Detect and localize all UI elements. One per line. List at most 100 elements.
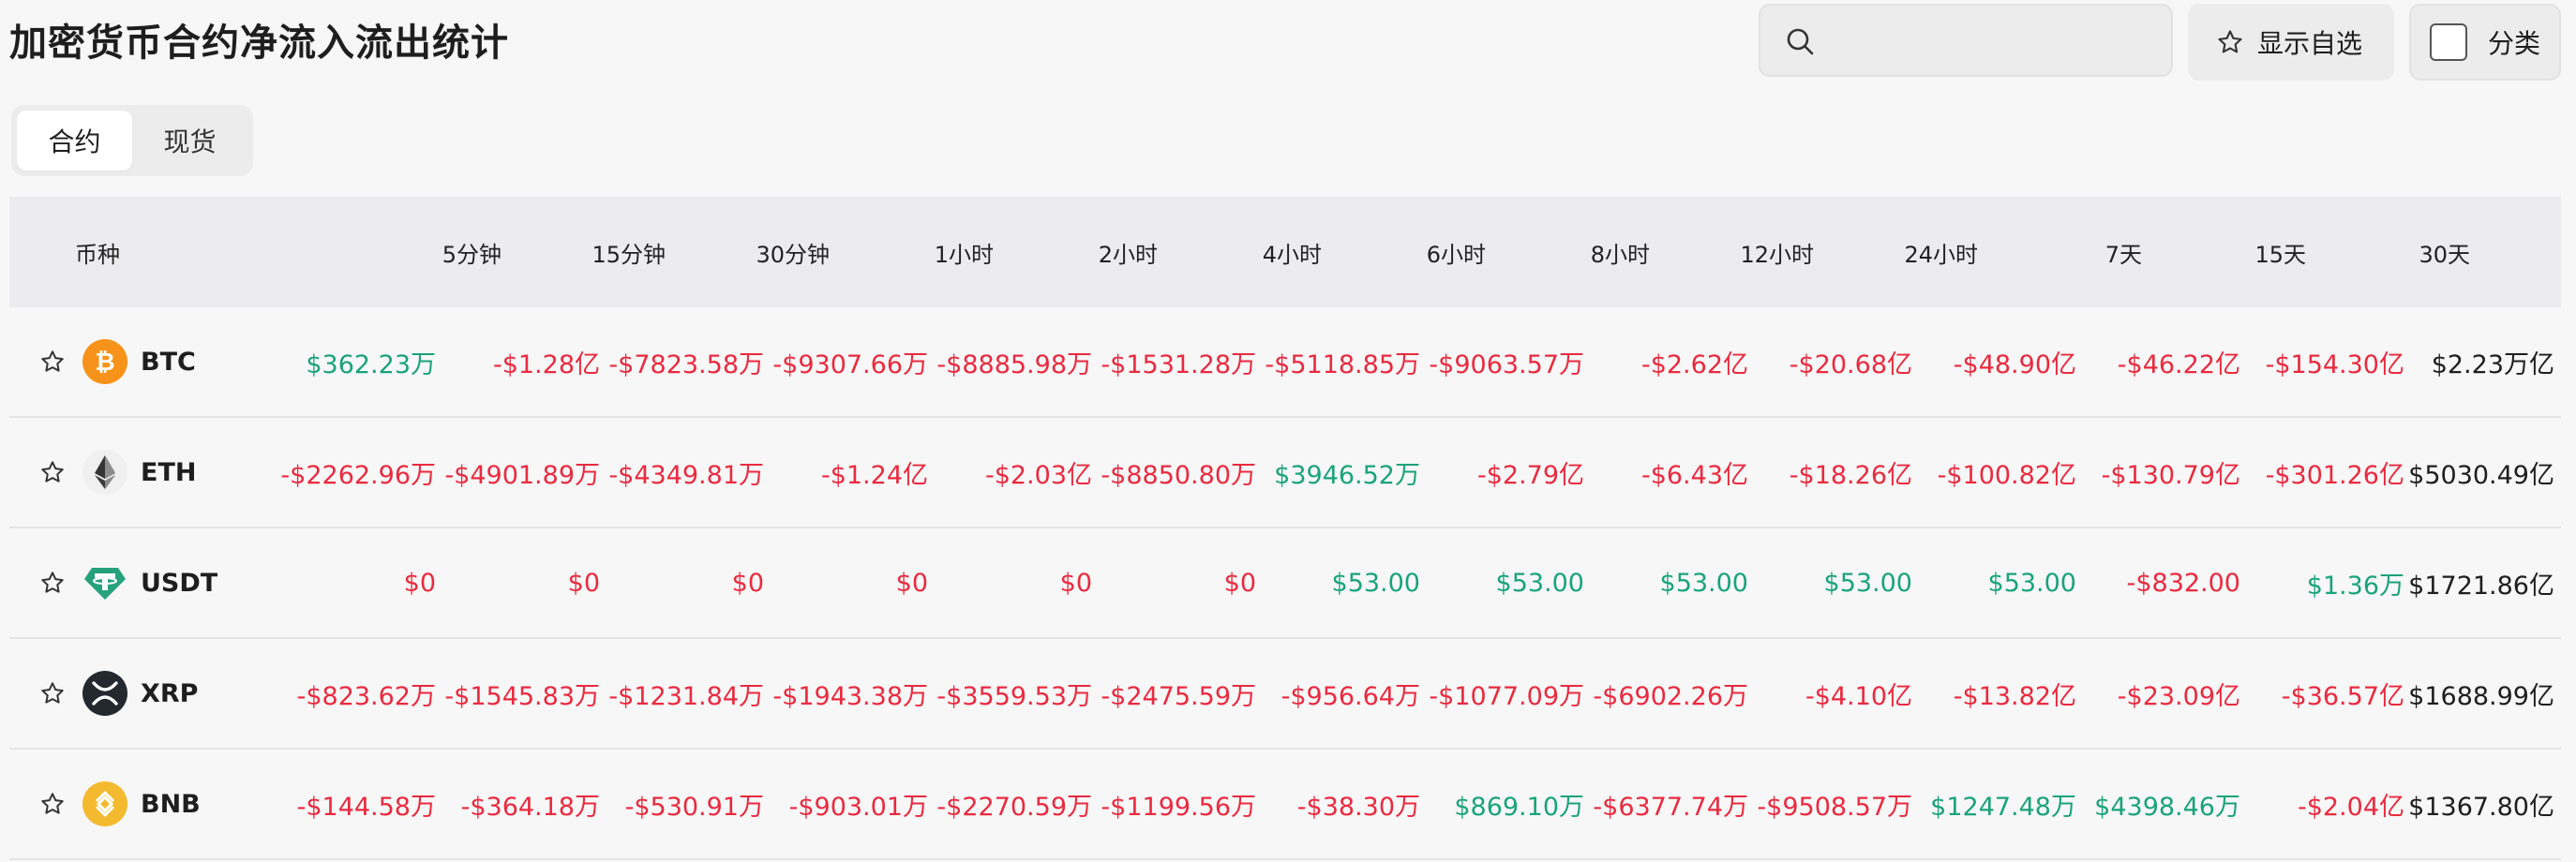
category-checkbox[interactable]: [2430, 23, 2467, 61]
netflow-value: -$5118.85万: [1265, 349, 1420, 379]
table-row[interactable]: BNB -$144.58万 -$364.18万 -$530.91万 -$903.01万 -…: [9, 750, 2561, 860]
column-header-15m[interactable]: 15分钟: [592, 241, 666, 268]
netflow-value: -$823.62万: [296, 681, 436, 711]
column-header-8h[interactable]: 8小时: [1590, 241, 1650, 268]
favorite-star-icon[interactable]: [39, 349, 66, 375]
table-body: ₿ BTC $362.23万 -$1.28亿 -$7823.58万 -$9307.66万 -…: [9, 307, 2561, 860]
coin-symbol[interactable]: XRP: [141, 678, 199, 708]
netflow-value: $53.00: [1659, 568, 1748, 598]
netflow-value: $53.00: [1331, 568, 1420, 598]
bitcoin-icon: ₿: [82, 339, 127, 384]
netflow-value: $0: [567, 568, 600, 598]
coin-symbol[interactable]: ETH: [141, 457, 197, 487]
netflow-value: -$2475.59万: [1101, 681, 1256, 711]
netflow-value: -$100.82亿: [1937, 460, 2076, 490]
netflow-value: $0: [895, 568, 928, 598]
netflow-value: -$364.18万: [460, 792, 600, 822]
netflow-value: -$1943.38万: [772, 681, 928, 711]
netflow-value: -$23.09亿: [2117, 681, 2240, 711]
market-cap-value: $1367.80亿: [2408, 792, 2554, 822]
netflow-value: $0: [403, 568, 436, 598]
coin-cell: ₿ BTC: [9, 339, 272, 384]
netflow-value: -$2.62亿: [1640, 349, 1748, 379]
column-header-7d[interactable]: 7天: [2104, 241, 2142, 268]
xrp-icon: [82, 671, 127, 716]
netflow-value: $53.00: [1987, 568, 2076, 598]
ethereum-icon: [82, 450, 127, 495]
table-row[interactable]: USDT $0 $0 $0 $0 $0 $0 $53.00 $53.00 $53.00 $53.00…: [9, 528, 2561, 639]
svg-text:₿: ₿: [95, 349, 114, 377]
netflow-value: -$1199.56万: [1101, 792, 1256, 822]
column-header-1h[interactable]: 1小时: [934, 241, 994, 268]
netflow-value: $1247.48万: [1930, 792, 2076, 822]
column-header-12h[interactable]: 12小时: [1740, 241, 1814, 268]
table-row[interactable]: ₿ BTC $362.23万 -$1.28亿 -$7823.58万 -$9307.66万 -…: [9, 307, 2561, 418]
search-input[interactable]: [1759, 4, 2173, 77]
netflow-table: 币种 5分钟 15分钟 30分钟 1小时 2小时 4小时 6小时 8小时 12小…: [9, 197, 2576, 860]
column-header-market-cap[interactable]: 市值: [2470, 236, 2576, 269]
favorite-star-icon[interactable]: [39, 570, 66, 596]
netflow-value: -$8850.80万: [1101, 460, 1256, 490]
column-header-coin[interactable]: 币种: [75, 241, 120, 268]
netflow-value: -$832.00: [2126, 568, 2240, 598]
netflow-value: -$2262.96万: [280, 460, 436, 490]
column-header-4h[interactable]: 4小时: [1262, 241, 1322, 268]
netflow-value: $3946.52万: [1274, 460, 1420, 490]
netflow-value: -$144.58万: [296, 792, 436, 822]
column-header-15d[interactable]: 15天: [2254, 241, 2306, 268]
netflow-value: -$4901.89万: [444, 460, 600, 490]
market-cap-value: $1721.86亿: [2408, 571, 2554, 601]
netflow-value: -$4.10亿: [1805, 681, 1912, 711]
netflow-value: -$3559.53万: [936, 681, 1092, 711]
column-header-24h[interactable]: 24小时: [1904, 241, 1978, 268]
table-row[interactable]: XRP -$823.62万 -$1545.83万 -$1231.84万 -$1943.3…: [9, 639, 2561, 750]
category-toggle[interactable]: 分类: [2409, 4, 2561, 81]
tab-contract[interactable]: 合约: [17, 111, 132, 171]
column-header-5m[interactable]: 5分钟: [442, 241, 502, 268]
netflow-value: $4398.46万: [2094, 792, 2240, 822]
favorite-star-icon[interactable]: [39, 791, 66, 817]
netflow-value: -$530.91万: [624, 792, 764, 822]
show-favorites-button[interactable]: 显示自选: [2188, 4, 2394, 81]
column-header-30m[interactable]: 30分钟: [756, 241, 830, 268]
coin-cell: BNB: [9, 781, 272, 826]
favorite-star-icon[interactable]: [39, 459, 66, 485]
market-cap-value: $5030.49亿: [2408, 460, 2554, 490]
market-cap-value: $1688.99亿: [2408, 681, 2554, 711]
netflow-value: -$38.30万: [1296, 792, 1420, 822]
coin-cell: ETH: [9, 450, 272, 495]
netflow-value: $0: [1223, 568, 1256, 598]
tether-icon: [82, 560, 127, 605]
netflow-value: -$2.79亿: [1476, 460, 1584, 490]
netflow-value: -$7823.58万: [608, 349, 764, 379]
coin-symbol[interactable]: BTC: [141, 347, 196, 377]
favorite-star-icon[interactable]: [39, 680, 66, 706]
netflow-value: $869.10万: [1454, 792, 1584, 822]
bnb-icon: [82, 781, 127, 826]
coin-symbol[interactable]: BNB: [141, 789, 201, 819]
netflow-value: -$2270.59万: [936, 792, 1092, 822]
netflow-value: $1.36万: [2306, 571, 2404, 601]
netflow-value: -$46.22亿: [2117, 349, 2240, 379]
page-title: 加密货币合约净流入流出统计: [9, 22, 509, 65]
coin-cell: XRP: [9, 671, 272, 716]
netflow-value: -$154.30亿: [2265, 349, 2404, 379]
netflow-value: -$2.03亿: [984, 460, 1092, 490]
tab-spot[interactable]: 现货: [163, 126, 217, 157]
netflow-value: $362.23万: [306, 349, 436, 379]
netflow-value: -$9063.57万: [1429, 349, 1584, 379]
column-header-2h[interactable]: 2小时: [1098, 241, 1158, 268]
column-header-30d[interactable]: 30天: [2419, 241, 2470, 268]
table-row[interactable]: ETH -$2262.96万 -$4901.89万 -$4349.81万 -$1.24亿…: [9, 418, 2561, 528]
netflow-value: -$36.57亿: [2281, 681, 2404, 711]
market-type-tabs: 合约 现货: [11, 105, 253, 176]
show-favorites-label: 显示自选: [2257, 28, 2363, 59]
netflow-value: -$1231.84万: [608, 681, 764, 711]
netflow-value: -$4349.81万: [608, 460, 764, 490]
netflow-value: $0: [731, 568, 764, 598]
coin-symbol[interactable]: USDT: [141, 568, 218, 598]
column-header-6h[interactable]: 6小时: [1426, 241, 1486, 268]
netflow-value: -$301.26亿: [2265, 460, 2404, 490]
star-icon: [2218, 30, 2242, 53]
market-cap-value: $2.23万亿: [2431, 349, 2554, 379]
